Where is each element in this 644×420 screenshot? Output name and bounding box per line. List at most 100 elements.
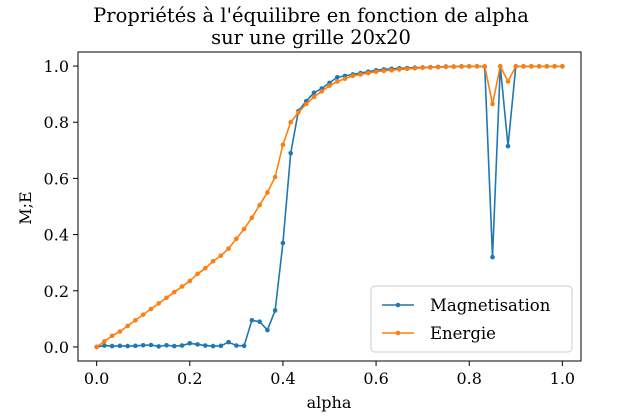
data-point	[381, 68, 387, 74]
data-point	[505, 143, 511, 149]
data-point	[265, 190, 270, 195]
data-point	[226, 246, 231, 251]
data-point	[342, 76, 348, 81]
data-point	[133, 317, 138, 323]
y-tick-label: 0.2	[44, 282, 69, 301]
data-point	[521, 64, 526, 69]
y-tick-label: 1.0	[44, 57, 69, 76]
data-point	[529, 64, 534, 69]
data-point	[497, 64, 503, 69]
data-point	[94, 344, 99, 350]
data-point	[140, 342, 146, 348]
data-point	[513, 64, 519, 69]
data-point	[459, 64, 464, 69]
data-point	[195, 342, 200, 347]
y-tick-label: 0.0	[44, 338, 69, 357]
legend-box	[370, 285, 573, 353]
legend-swatch-marker	[395, 330, 401, 336]
data-point	[420, 65, 425, 71]
legend-item-energie: Energie	[382, 324, 496, 343]
data-point	[117, 343, 123, 349]
data-point	[272, 174, 278, 180]
data-point	[319, 89, 325, 94]
data-point	[280, 240, 286, 246]
data-point	[397, 67, 402, 72]
y-axis-label: M;E	[16, 191, 35, 224]
data-point	[272, 308, 278, 313]
data-point	[195, 271, 200, 277]
data-point	[474, 64, 480, 69]
data-point	[234, 343, 239, 348]
data-point	[443, 64, 449, 70]
x-tick-label: 0.2	[177, 369, 202, 388]
data-point	[187, 278, 193, 284]
data-point	[288, 150, 294, 156]
data-point	[552, 64, 557, 69]
data-point	[288, 119, 294, 125]
data-point	[373, 69, 379, 74]
data-point	[102, 343, 107, 348]
data-point	[171, 343, 177, 349]
data-point	[365, 70, 371, 76]
data-point	[125, 343, 130, 349]
data-point	[466, 64, 472, 69]
data-point	[202, 343, 208, 348]
data-point	[125, 323, 130, 329]
plot-frame	[77, 51, 582, 362]
series-energie	[94, 64, 565, 350]
data-point	[148, 342, 154, 348]
legend-label: Magnetisation	[430, 296, 551, 315]
data-point	[202, 266, 208, 271]
data-point	[226, 339, 231, 345]
legend-item-magnetisation: Magnetisation	[382, 296, 551, 315]
x-tick-label: 0.4	[270, 369, 295, 388]
data-point	[241, 226, 247, 232]
data-point	[311, 94, 317, 100]
data-point	[451, 64, 457, 69]
data-point	[536, 64, 542, 69]
data-point	[218, 253, 224, 258]
data-point	[404, 66, 410, 72]
data-point	[490, 101, 495, 107]
data-point	[296, 110, 301, 115]
data-point	[148, 306, 154, 312]
data-point	[505, 79, 511, 84]
y-tick-label: 0.6	[44, 169, 69, 188]
data-point	[156, 301, 162, 306]
data-point	[412, 65, 418, 71]
data-point	[265, 327, 270, 333]
y-tick-label: 0.8	[44, 113, 69, 132]
data-point	[179, 284, 185, 289]
data-point	[311, 90, 317, 96]
data-point	[560, 64, 565, 69]
data-point	[249, 317, 255, 323]
data-point	[140, 312, 146, 317]
plot-area: 0.0 0.2 0.4 0.6 0.8 1.0 0.0 0.2 0.4 0.6 0.8 1.0 Magn…	[44, 51, 582, 388]
data-point	[327, 83, 332, 89]
data-point	[164, 295, 169, 301]
data-point	[334, 74, 340, 80]
data-point	[257, 202, 262, 208]
x-tick-label: 0.6	[363, 369, 388, 388]
data-point	[241, 343, 247, 349]
data-point	[350, 73, 356, 79]
data-point	[210, 343, 216, 349]
data-point	[109, 343, 115, 349]
data-point	[102, 339, 107, 344]
data-point	[156, 344, 162, 349]
data-point	[133, 343, 138, 349]
data-point	[389, 67, 394, 73]
data-point	[171, 289, 177, 295]
data-point	[117, 329, 123, 334]
data-point	[435, 64, 441, 70]
data-point	[179, 343, 185, 348]
x-tick-label: 0.8	[456, 369, 481, 388]
chart-title-line1: Propriétés à l'équilibre en fonction de …	[93, 4, 529, 27]
data-point	[428, 65, 433, 70]
data-point	[490, 254, 495, 260]
data-point	[257, 319, 262, 324]
data-point	[210, 258, 216, 264]
data-point	[358, 72, 363, 77]
data-point	[249, 215, 255, 221]
